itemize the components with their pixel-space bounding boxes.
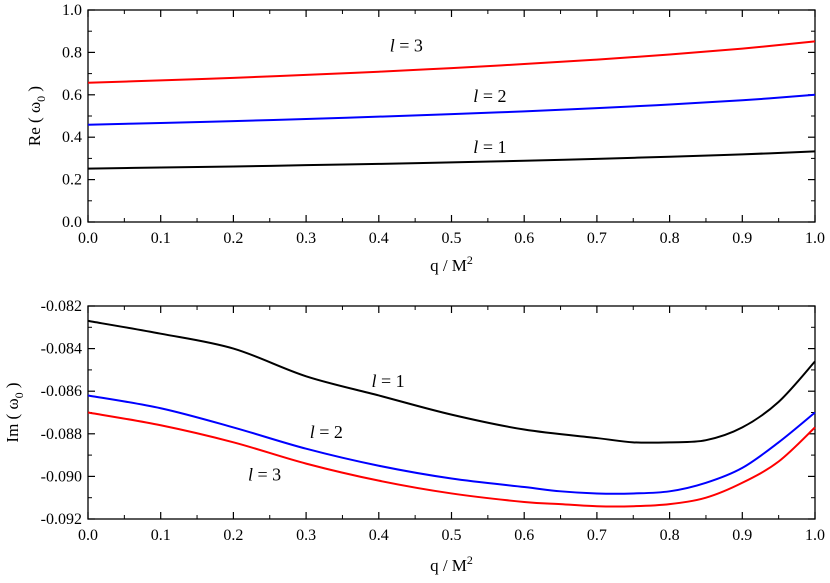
x-tick-label: 0.1 (151, 230, 171, 247)
x-tick-label: 0.6 (514, 230, 534, 247)
x-tick-label: 0.0 (78, 230, 98, 247)
y-tick-label: -0.082 (41, 298, 82, 315)
series-line-l3 (87, 411, 816, 508)
x-axis-label-superscript: 2 (467, 553, 473, 567)
y-tick-label: 0.6 (62, 87, 82, 104)
series-label-letter: l (310, 422, 315, 442)
x-tick-label: 0.3 (296, 230, 316, 247)
x-axis-label: q / M2 (430, 253, 473, 275)
y-tick-label: -0.090 (41, 468, 82, 485)
x-tick-label: 0.4 (369, 527, 389, 544)
series-label-letter: l (473, 137, 478, 157)
x-tick-label: 0.1 (151, 527, 171, 544)
series-label-value: = 1 (377, 371, 405, 391)
series-line-l1 (87, 319, 816, 444)
imaginary-part-panel: 0.0 0.1 0.2 0.3 0.4 0.5 0.6 0.7 0.8 0.9 1.0 -0.092 -… (3, 298, 825, 575)
series-label-letter: l (372, 371, 377, 391)
x-axis-label-text: q / M (430, 556, 467, 575)
series-line-l1 (87, 150, 816, 170)
x-tick-label: 0.5 (442, 527, 462, 544)
series-label-value: = 2 (478, 86, 506, 106)
y-tick-label: 0.4 (62, 129, 82, 146)
x-tick-label: 0.7 (587, 527, 607, 544)
y-tick-label: -0.088 (41, 426, 82, 443)
series-label-l3: l = 3 (390, 35, 423, 55)
y-tick-label: -0.092 (41, 511, 82, 528)
series-label-l2: l = 2 (310, 422, 343, 442)
x-tick-label: 0.2 (223, 230, 243, 247)
y-tick-label: 0.2 (62, 172, 82, 189)
x-tick-label: 0.8 (660, 230, 680, 247)
y-tick-label: 0.0 (62, 214, 82, 231)
series-label-l3: l = 3 (248, 465, 281, 485)
x-tick-label: 0.9 (732, 527, 752, 544)
series-label-l1: l = 1 (473, 137, 506, 157)
x-tick-label: 0.3 (296, 527, 316, 544)
x-tick-label: 0.5 (442, 230, 462, 247)
y-axis-label: Re ( ω0 ) (25, 86, 48, 146)
real-part-panel: 0.0 0.1 0.2 0.3 0.4 0.5 0.6 0.7 0.8 0.9 1.0 0.0 0.2 0… (25, 2, 825, 275)
series-line-l3 (87, 40, 816, 84)
series-label-value: = 2 (315, 422, 343, 442)
x-tick-label: 0.2 (223, 527, 243, 544)
y-tick-label: -0.086 (41, 383, 82, 400)
x-axis-label-superscript: 2 (467, 253, 473, 267)
series-line-l2 (87, 394, 816, 495)
series-label-value: = 3 (395, 35, 423, 55)
y-axis-label: Im ( ω0 ) (3, 382, 26, 442)
y-axis-label-text: Im ( ω (3, 398, 22, 442)
series-label-l2: l = 2 (473, 86, 506, 106)
series-label-letter: l (390, 35, 395, 55)
x-tick-label: 1.0 (805, 230, 825, 247)
x-axis-label-text: q / M (430, 256, 467, 275)
series-label-value: = 3 (253, 465, 281, 485)
x-tick-label: 0.7 (587, 230, 607, 247)
y-tick-label: -0.084 (41, 341, 82, 358)
y-axis-label-suffix: ) (25, 86, 44, 96)
x-tick-label: 0.9 (732, 230, 752, 247)
series-label-letter: l (248, 465, 253, 485)
x-tick-label: 0.4 (369, 230, 389, 247)
x-axis-label: q / M2 (430, 553, 473, 575)
series-line-l2 (87, 93, 816, 126)
x-tick-label: 0.0 (78, 527, 98, 544)
series-label-letter: l (473, 86, 478, 106)
y-axis-label-subscript: 0 (34, 96, 48, 102)
y-axis-label-text: Re ( ω (25, 102, 44, 146)
y-axis-label-subscript: 0 (12, 392, 26, 398)
x-tick-label: 0.8 (660, 527, 680, 544)
x-tick-label: 1.0 (805, 527, 825, 544)
y-axis-label-suffix: ) (3, 382, 22, 392)
y-tick-label: 1.0 (62, 2, 82, 19)
series-label-value: = 1 (478, 137, 506, 157)
y-tick-label: 0.8 (62, 44, 82, 61)
x-tick-label: 0.6 (514, 527, 534, 544)
series-label-l1: l = 1 (372, 371, 405, 391)
